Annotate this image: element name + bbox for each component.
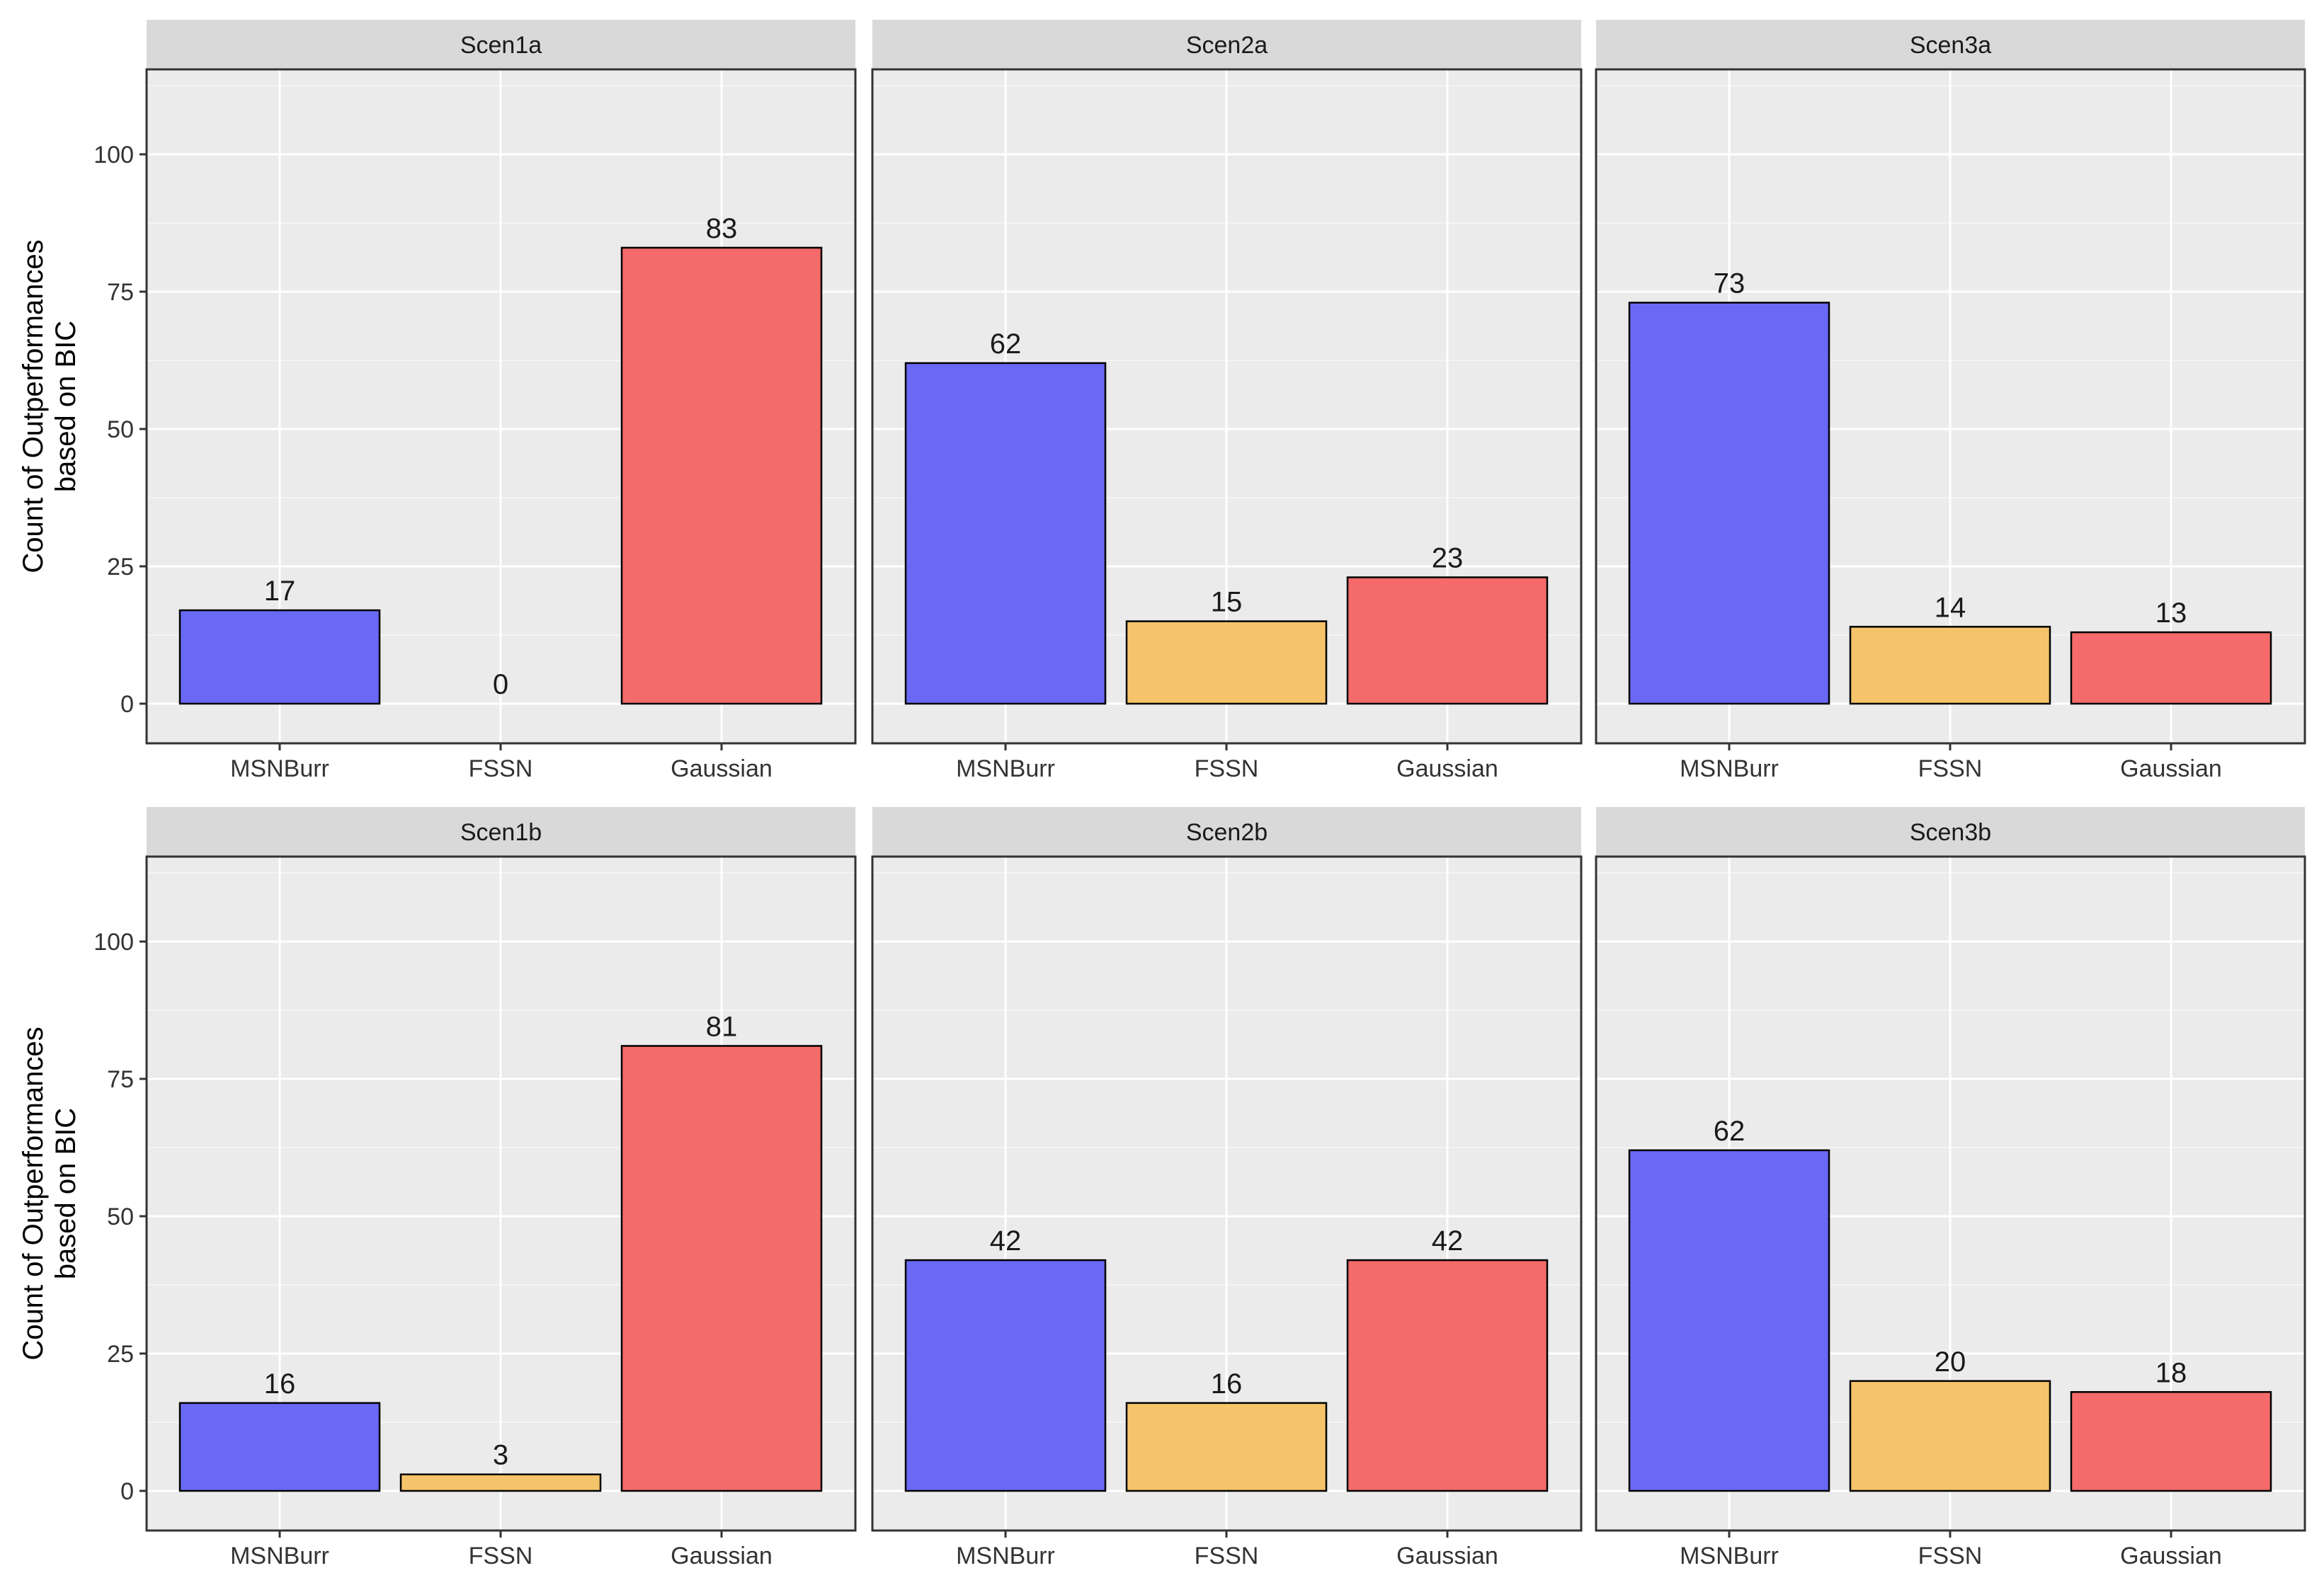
x-tick-label: Gaussian	[1396, 755, 1498, 782]
bar-value-label: 16	[264, 1368, 296, 1400]
bar-value-label: 83	[706, 213, 738, 244]
bar-gaussian	[620, 246, 823, 705]
facet-strip	[147, 807, 855, 857]
x-tick-label: MSNBurr	[956, 755, 1055, 782]
bar-fssn	[1849, 1380, 2051, 1492]
x-tick-label: FSSN	[1195, 1543, 1259, 1569]
y-tick-label: 75	[107, 1066, 134, 1093]
bar-value-label: 18	[2155, 1357, 2187, 1388]
bar-msnburr	[1628, 1149, 1830, 1492]
bar-value-label: 20	[1935, 1346, 1966, 1378]
y-tick-label: 50	[107, 1203, 134, 1230]
y-axis-title-line1: Count of Outperformances	[18, 239, 49, 573]
x-tick-label: MSNBurr	[230, 1543, 329, 1569]
bar-fssn	[1849, 626, 2051, 705]
bar-msnburr	[178, 609, 381, 705]
bar-value-label: 23	[1432, 543, 1464, 574]
y-tick-label: 25	[107, 1341, 134, 1368]
bar-value-label: 15	[1211, 587, 1243, 618]
y-tick-label: 100	[93, 929, 134, 956]
x-tick-label: Gaussian	[671, 1543, 773, 1569]
bar-value-label: 14	[1935, 592, 1966, 623]
bar-msnburr	[904, 362, 1107, 705]
bar-msnburr	[904, 1259, 1107, 1492]
bar-fssn	[1125, 1402, 1328, 1492]
bar-value-label: 17	[264, 576, 296, 607]
bar-value-label: 73	[1714, 268, 1745, 299]
facet-title: Scen3b	[1910, 819, 1991, 846]
facet-strip	[1596, 807, 2305, 857]
x-tick-label: Gaussian	[671, 755, 773, 782]
facet-strip	[147, 20, 855, 69]
x-tick-label: Gaussian	[2120, 1543, 2222, 1569]
y-axis-title-line1: Count of Outperformances	[18, 1026, 49, 1360]
bar-gaussian	[2070, 1391, 2272, 1492]
y-tick-label: 75	[107, 279, 134, 306]
bar-value-label: 0	[493, 669, 508, 700]
facet-title: Scen3a	[1910, 32, 1991, 59]
y-axis-title-line2: based on BIC	[50, 321, 81, 492]
bar-msnburr	[1628, 302, 1830, 705]
facet-strip	[1596, 20, 2305, 69]
bar-msnburr	[178, 1402, 381, 1492]
x-tick-label: FSSN	[1918, 755, 1983, 782]
x-tick-label: MSNBurr	[956, 1543, 1055, 1569]
facet-title: Scen2b	[1186, 819, 1268, 846]
y-tick-label: 25	[107, 554, 134, 580]
facet-title: Scen2a	[1186, 32, 1268, 59]
bar-fssn	[399, 1473, 602, 1492]
y-tick-label: 50	[107, 416, 134, 443]
x-tick-label: FSSN	[1918, 1543, 1983, 1569]
x-tick-label: FSSN	[469, 1543, 533, 1569]
x-tick-label: MSNBurr	[1680, 755, 1779, 782]
bar-value-label: 42	[990, 1225, 1022, 1257]
y-tick-label: 0	[120, 1478, 134, 1505]
facet-strip	[872, 807, 1581, 857]
bar-value-label: 16	[1211, 1368, 1243, 1400]
facet-title: Scen1a	[460, 32, 542, 59]
bar-fssn	[1125, 620, 1328, 705]
bar-value-label: 81	[706, 1011, 738, 1042]
x-tick-label: MSNBurr	[230, 755, 329, 782]
bar-gaussian	[2070, 631, 2272, 705]
bar-value-label: 3	[493, 1440, 508, 1471]
bar-gaussian	[1346, 576, 1549, 705]
bar-value-label: 42	[1432, 1225, 1464, 1257]
bar-gaussian	[620, 1045, 823, 1492]
facet-title: Scen1b	[460, 819, 542, 846]
y-tick-label: 100	[93, 142, 134, 168]
facet-strip	[872, 20, 1581, 69]
y-axis-title-line2: based on BIC	[50, 1108, 81, 1279]
y-tick-label: 0	[120, 691, 134, 718]
bar-value-label: 62	[990, 328, 1022, 360]
x-tick-label: Gaussian	[1396, 1543, 1498, 1569]
x-tick-label: Gaussian	[2120, 755, 2222, 782]
bar-gaussian	[1346, 1259, 1549, 1492]
x-tick-label: FSSN	[1195, 755, 1259, 782]
x-tick-label: MSNBurr	[1680, 1543, 1779, 1569]
x-tick-label: FSSN	[469, 755, 533, 782]
bar-value-label: 62	[1714, 1116, 1745, 1147]
bar-value-label: 13	[2155, 597, 2187, 629]
